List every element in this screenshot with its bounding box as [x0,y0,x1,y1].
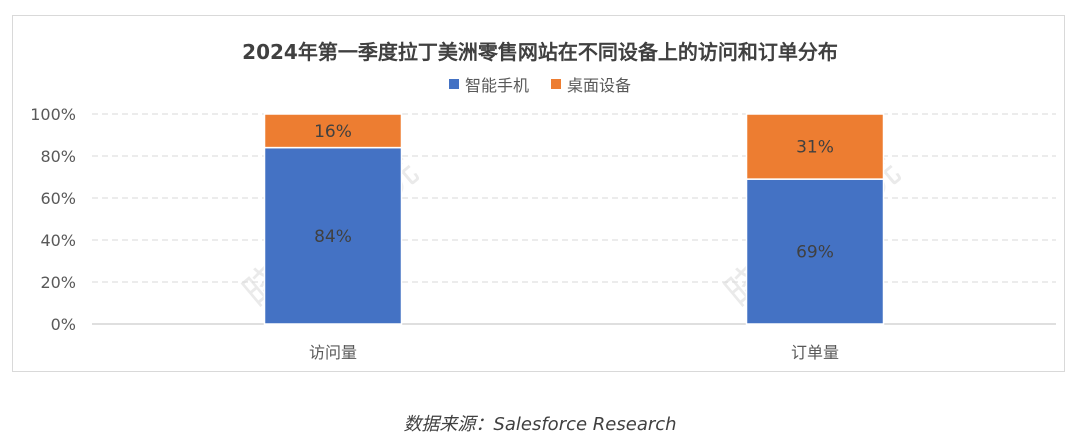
data-label-smartphone-1: 69% [796,243,834,263]
bar-desktop-0 [263,113,403,149]
chart-title: 2024年第一季度拉丁美洲零售网站在不同设备上的访问和订单分布 [242,40,838,64]
legend-item-desktop: 桌面设备 [551,72,631,96]
y-tick-label: 100% [30,105,76,124]
y-tick-label: 0% [51,315,76,334]
grid-layer: 0% 20% 40% 60% 80% 100% 访问量 订单量 [30,105,1056,362]
bar-smartphone-0 [263,146,403,325]
y-tick-label: 40% [40,231,76,250]
bar-smartphone-1 [745,178,885,325]
x-category-label: 访问量 [309,343,357,362]
bar-desktop-1 [745,113,885,180]
labels-layer: 84% 16% 69% 31% [314,122,834,263]
data-label-smartphone-0: 84% [314,227,352,247]
legend: 智能手机 桌面设备 [0,72,1080,96]
legend-label-smartphone: 智能手机 [464,76,529,95]
y-tick-label: 60% [40,189,76,208]
legend-item-smartphone: 智能手机 [448,72,529,96]
y-tick-label: 80% [40,147,76,166]
y-tick-label: 20% [40,273,76,292]
x-category-label: 订单量 [791,343,839,362]
bars-layer [263,113,885,325]
legend-label-desktop: 桌面设备 [567,76,632,95]
data-label-desktop-1: 31% [796,138,834,158]
source-note: 数据来源：Salesforce Research [403,414,677,435]
data-label-desktop-0: 16% [314,122,352,142]
legend-swatch-desktop [551,79,561,89]
chart-frame [12,15,1065,372]
legend-swatch-smartphone [448,79,459,89]
